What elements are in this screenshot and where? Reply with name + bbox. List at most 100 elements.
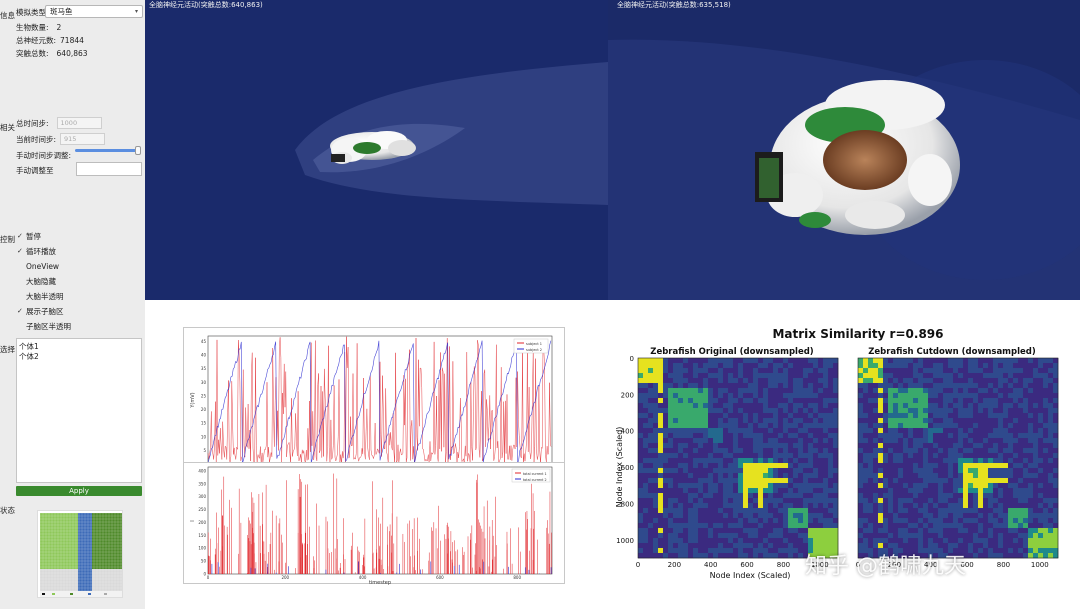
brain-3d-render[interactable] — [145, 0, 1080, 300]
heatmap-cell — [678, 398, 684, 404]
neuron-total-label: 总神经元数: — [16, 35, 57, 45]
list-item[interactable]: 个体1 — [19, 342, 39, 351]
heatmap-cell — [818, 473, 824, 479]
heatmap-cell — [648, 513, 654, 519]
sim-type-dropdown[interactable]: 斑马鱼 ▾ — [45, 5, 143, 18]
heatmap-cell — [938, 373, 944, 379]
heatmap-cell — [968, 378, 974, 384]
heatmap-cell — [1043, 463, 1049, 469]
heatmap-cell — [918, 418, 924, 424]
heatmap-cell — [803, 443, 809, 449]
heatmap-cell — [978, 493, 984, 499]
heatmap-cell — [973, 468, 979, 474]
heatmap-cell — [978, 448, 984, 454]
heatmap-cell — [1003, 428, 1009, 434]
heatmap-cell — [1008, 383, 1014, 389]
heatmap-cell — [663, 453, 669, 459]
heatmap-cell — [773, 458, 779, 464]
heatmap-cell — [643, 433, 649, 439]
heatmap-cell — [1008, 373, 1014, 379]
heatmap-cell — [768, 453, 774, 459]
heatmap-cell — [783, 418, 789, 424]
time-step-slider[interactable] — [75, 146, 141, 155]
heatmap-cell — [928, 478, 934, 484]
heatmap-cell — [943, 443, 949, 449]
heatmap-cell — [698, 523, 704, 529]
heatmap-cell — [788, 458, 794, 464]
heatmap-cell — [738, 543, 744, 549]
heatmap-cell — [1048, 523, 1054, 529]
checkbox-option[interactable]: OneView — [17, 260, 59, 272]
heatmap-cell — [913, 538, 919, 544]
heatmap-cell — [703, 363, 709, 369]
heatmap-cell — [798, 548, 804, 554]
heatmap-cell — [643, 478, 649, 484]
heatmap-cell — [668, 533, 674, 539]
heatmap-cell — [863, 498, 869, 504]
checkbox-option[interactable]: ✓ 暂停 — [17, 230, 41, 242]
heatmap-cell — [888, 433, 894, 439]
heatmap-cell — [758, 493, 764, 499]
heatmap-cell — [1028, 493, 1034, 499]
list-item[interactable]: 个体2 — [19, 352, 39, 361]
heatmap-cell — [668, 483, 674, 489]
heatmap-cell — [663, 373, 669, 379]
checkmark-icon[interactable]: ✓ — [17, 247, 23, 255]
heatmap-cell — [998, 423, 1004, 429]
heatmap-cell — [828, 503, 834, 509]
checkbox-option[interactable]: 子脑区半透明 — [17, 320, 71, 332]
heatmap-cell — [873, 398, 879, 404]
manual-to-input[interactable] — [76, 162, 142, 176]
x-tick-label: 400 — [924, 561, 937, 569]
checkbox-option[interactable]: ✓ 展示子脑区 — [17, 305, 64, 317]
heatmap-cell — [743, 428, 749, 434]
heatmap-cell — [933, 493, 939, 499]
heatmap-cell — [778, 408, 784, 414]
heatmap-cell — [913, 423, 919, 429]
heatmap-cell — [658, 408, 664, 414]
heatmap-cell — [983, 553, 989, 559]
heatmap-cell — [708, 428, 714, 434]
heatmap-cell — [908, 403, 914, 409]
checkmark-icon[interactable]: ✓ — [17, 232, 23, 240]
heatmap-cell — [863, 553, 869, 559]
slider-handle[interactable] — [135, 146, 141, 155]
heatmap-cell — [743, 523, 749, 529]
heatmap-cell — [958, 393, 964, 399]
heatmap-cell — [963, 503, 969, 509]
checkbox-option[interactable]: 大脑半透明 — [17, 290, 64, 302]
heatmap-cell — [688, 398, 694, 404]
current-step-field[interactable]: 915 — [60, 133, 106, 145]
heatmap-cell — [708, 553, 714, 559]
apply-button[interactable]: Apply — [16, 486, 142, 496]
heatmap-cell — [783, 508, 789, 514]
heatmap-cell — [788, 448, 794, 454]
heatmap-cell — [663, 388, 669, 394]
heatmap-cell — [873, 358, 879, 364]
heatmap-cell — [688, 553, 694, 559]
total-steps-field[interactable]: 1000 — [56, 117, 102, 129]
heatmap-cell — [993, 473, 999, 479]
heatmap-cell — [788, 368, 794, 374]
heatmap-cell — [983, 383, 989, 389]
heatmap-cell — [703, 453, 709, 459]
checkbox-option[interactable]: ✓ 循环播放 — [17, 245, 56, 257]
heatmap-cell — [863, 513, 869, 519]
brain-3d-viewport[interactable]: 全脑神经元活动(突触总数:640,863) 全脑神经元活动(突触总数:635,5… — [145, 0, 1080, 300]
heatmap-cell — [888, 498, 894, 504]
heatmap-cell — [758, 388, 764, 394]
heatmap-cell — [928, 518, 934, 524]
heatmap-cell — [778, 363, 784, 369]
heatmap-cell — [1043, 358, 1049, 364]
heatmap-cell — [708, 478, 714, 484]
heatmap-cell — [648, 533, 654, 539]
heatmap-cell — [748, 388, 754, 394]
individual-list[interactable]: 个体1 个体2 — [16, 338, 142, 483]
heatmap-cell — [868, 493, 874, 499]
heatmap-cell — [938, 383, 944, 389]
heatmap-cell — [923, 433, 929, 439]
checkmark-icon[interactable]: ✓ — [17, 307, 23, 315]
heatmap-cell — [883, 418, 889, 424]
checkbox-option[interactable]: 大脑隐藏 — [17, 275, 56, 287]
heatmap-cell — [758, 393, 764, 399]
